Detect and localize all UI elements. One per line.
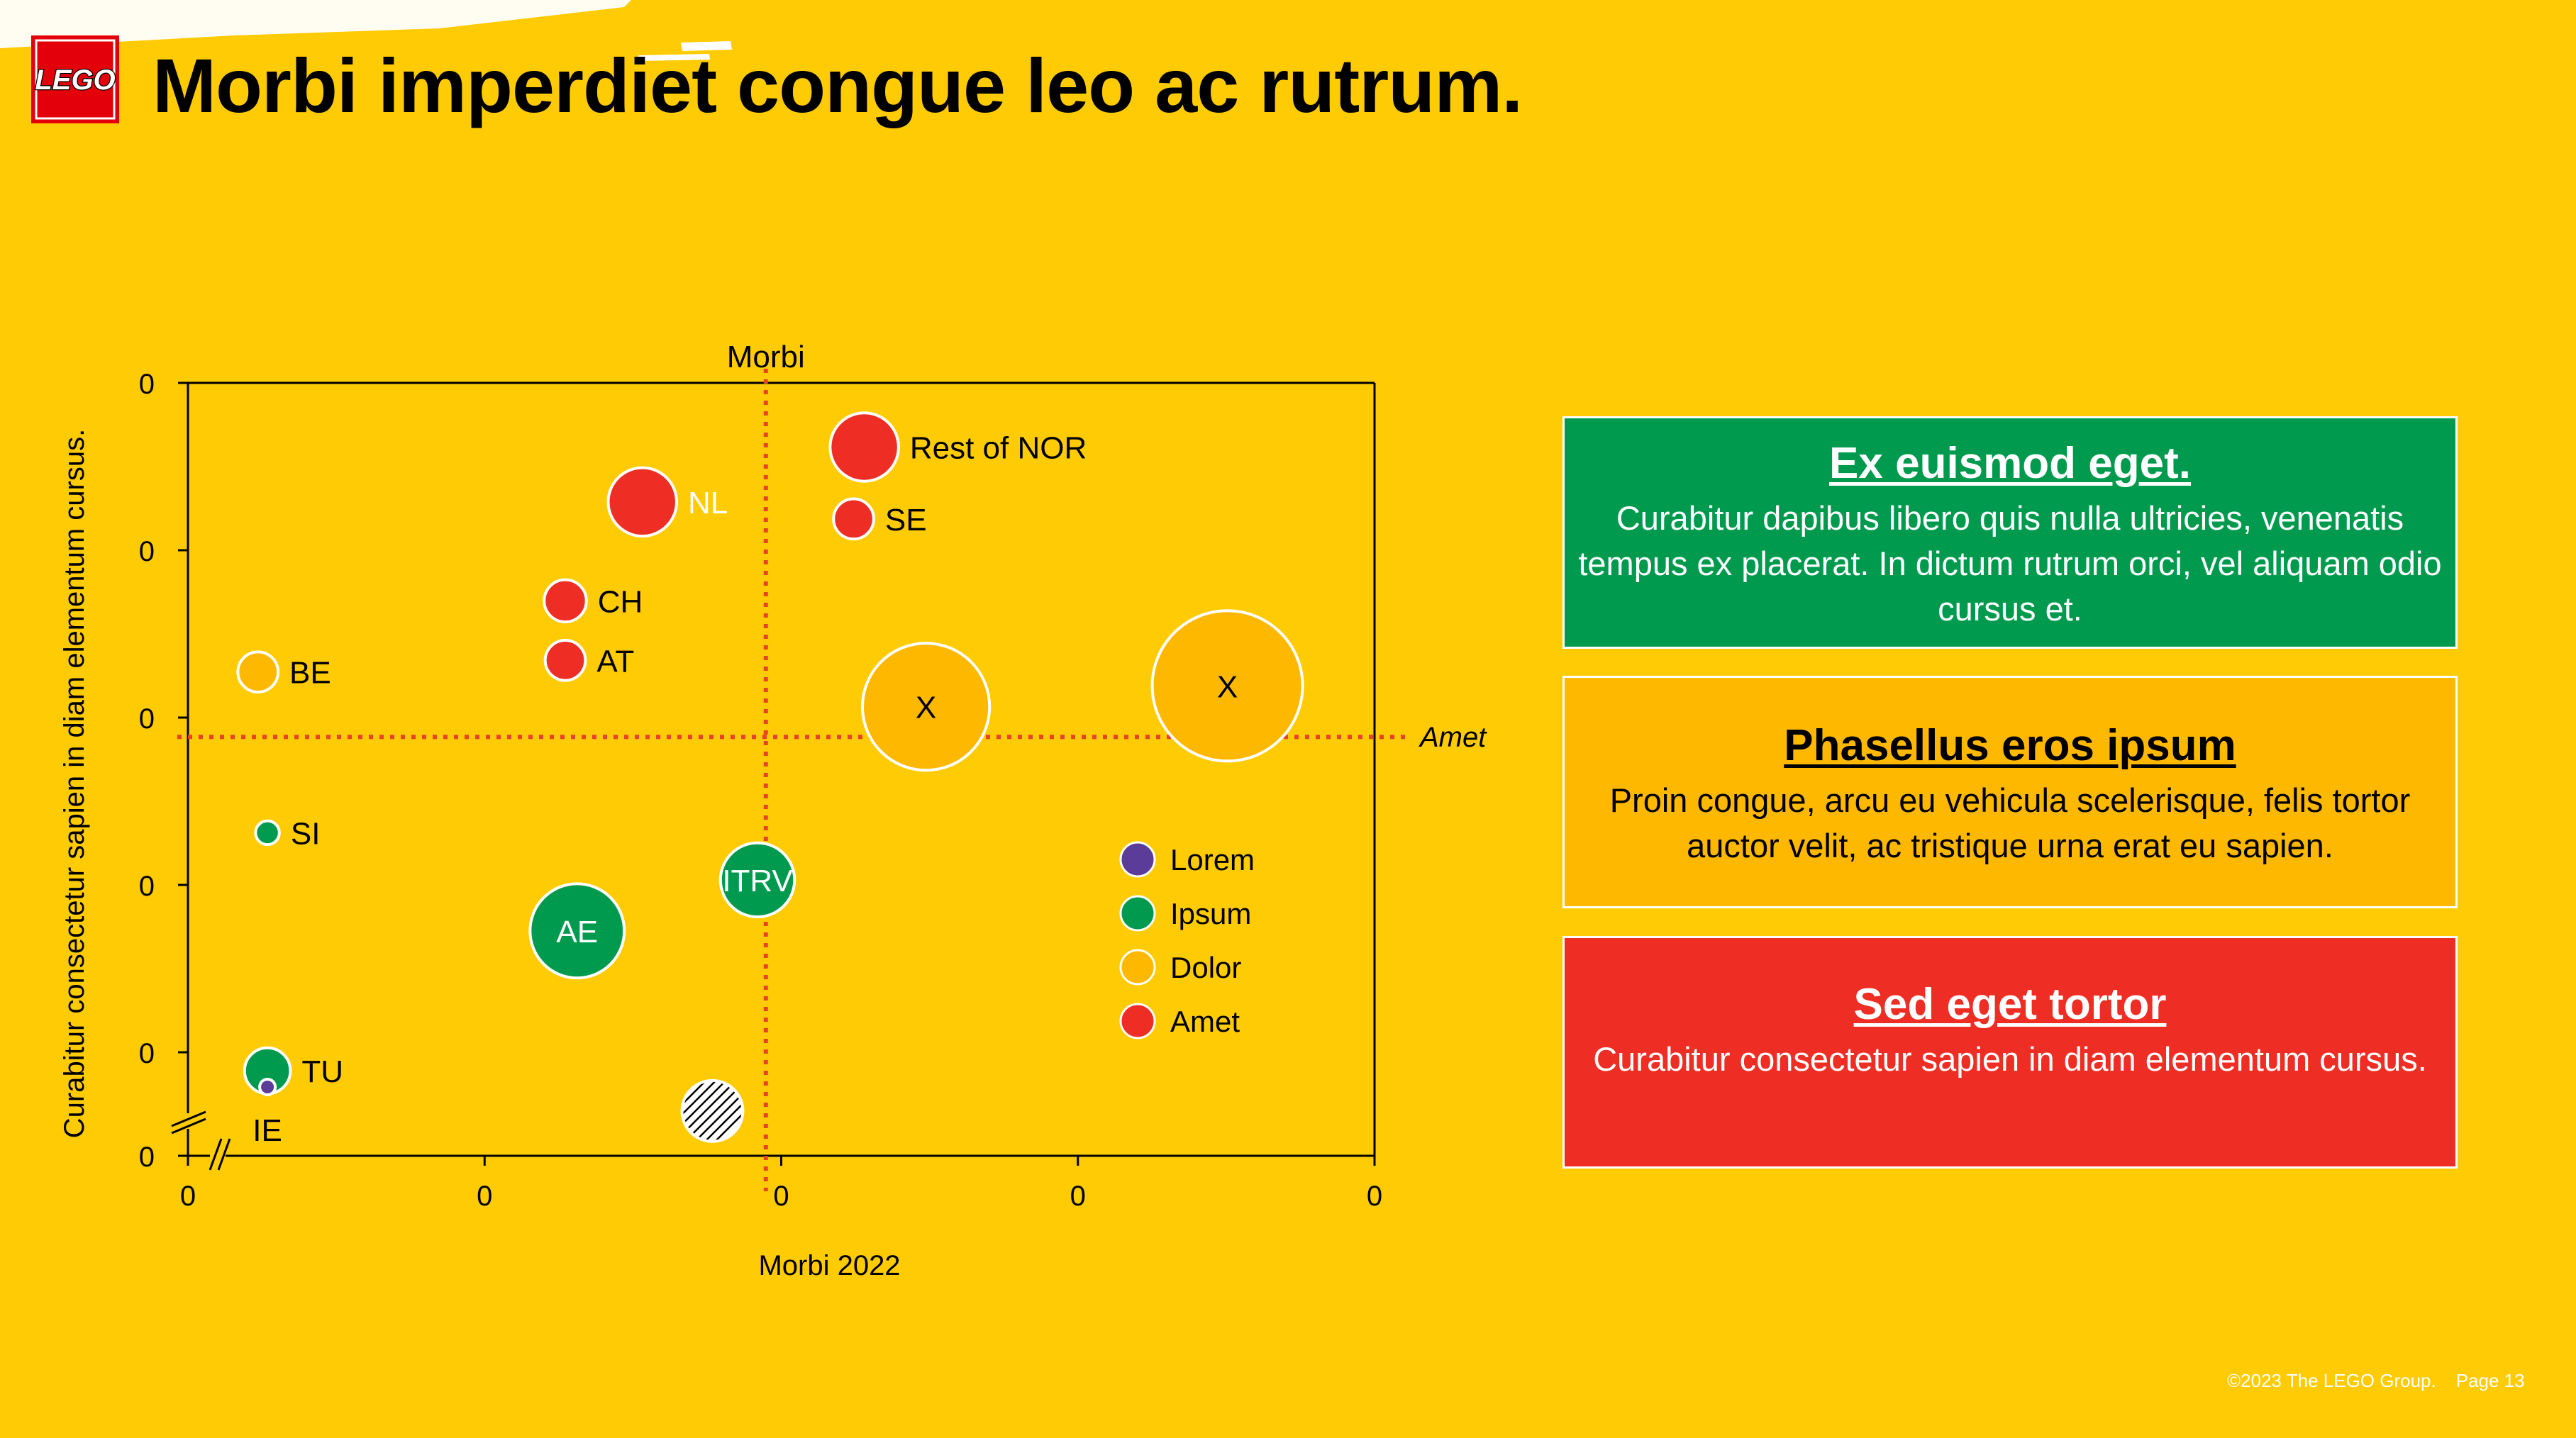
- callout-box-red: Sed eget tortor Curabitur consectetur sa…: [1562, 936, 2458, 1169]
- copyright-text: ©2023 The LEGO Group.: [2227, 1370, 2436, 1391]
- y-break-mark: [171, 1110, 206, 1127]
- y-tick-label: 0: [139, 703, 155, 735]
- x-tick-label: 0: [180, 1181, 196, 1212]
- bubble-label: SE: [885, 503, 927, 537]
- x-axis-title: Morbi 2022: [758, 1250, 900, 1281]
- header-decoration: [0, 0, 732, 61]
- bubble-label: AT: [596, 644, 634, 679]
- bubble: [828, 411, 900, 483]
- page-title: Morbi imperdiet congue leo ac rutrum.: [152, 43, 1523, 128]
- legend-label: Lorem: [1170, 843, 1255, 876]
- callout-box-green: Ex euismod eget. Curabitur dapibus liber…: [1562, 416, 2458, 649]
- bubble-label: AE: [556, 915, 598, 949]
- bubble-label: CH: [598, 584, 643, 619]
- bubble-label: X: [916, 691, 936, 725]
- bubble: [861, 642, 992, 772]
- callout-text: Curabitur dapibus libero quis nulla ultr…: [1578, 499, 2442, 628]
- bubble: [1150, 609, 1304, 763]
- y-tick-label: 0: [139, 1142, 155, 1173]
- bubble: [254, 819, 281, 847]
- bubble: [528, 882, 626, 980]
- callout-text: Curabitur consectetur sapien in diam ele…: [1593, 1040, 2427, 1078]
- lego-logo: LEGO: [31, 35, 119, 123]
- y-break-gap: [170, 1113, 206, 1129]
- callout-title: Sed eget tortor: [1853, 980, 2167, 1029]
- bubble: [718, 841, 796, 919]
- x-tick-label: 0: [773, 1181, 789, 1212]
- svg-text:LEGO: LEGO: [35, 65, 115, 96]
- callout-text: Proin congue, arcu eu vehicula scelerisq…: [1609, 781, 2411, 864]
- footer: ©2023 The LEGO Group. Page 13: [2227, 1370, 2545, 1392]
- y-tick-label: 0: [139, 536, 155, 567]
- x-tick-label: 0: [1367, 1181, 1382, 1212]
- bubble-label: ITRV: [722, 864, 793, 898]
- callout-title: Ex euismod eget.: [1829, 439, 2191, 488]
- legend-marker: [1119, 895, 1156, 932]
- legend-marker: [1119, 841, 1156, 878]
- x-tick-label: 0: [1070, 1181, 1086, 1212]
- bubble: [606, 466, 679, 538]
- x-break-mark: [217, 1138, 231, 1171]
- horizontal-reference-label: Amet: [1419, 722, 1487, 753]
- callout-title: Phasellus eros ipsum: [1784, 721, 2236, 770]
- bubble: [236, 650, 280, 693]
- y-axis-title: Curabitur consectetur sapien in diam ele…: [59, 429, 90, 1138]
- legend-label: Ipsum: [1170, 897, 1251, 930]
- bubble: [258, 1077, 277, 1096]
- legend-marker: [1119, 1003, 1156, 1040]
- bubble-label: TU: [301, 1054, 343, 1089]
- bubble-label: NL: [688, 486, 728, 520]
- bubble: [543, 638, 587, 682]
- legend-label: Amet: [1170, 1005, 1240, 1038]
- y-tick-label: 0: [139, 871, 155, 902]
- y-tick-label: 0: [139, 369, 155, 400]
- bubble: [680, 1078, 745, 1143]
- bubble-label: IE: [252, 1113, 282, 1148]
- page-number: Page 13: [2455, 1370, 2525, 1391]
- bubble: [543, 578, 588, 624]
- x-break-mark: [209, 1138, 223, 1171]
- bubble-label: X: [1217, 669, 1238, 704]
- callout-box-orange: Phasellus eros ipsum Proin congue, arcu …: [1562, 676, 2458, 908]
- y-tick-label: 0: [139, 1038, 155, 1069]
- bubble: [832, 497, 875, 541]
- bubble-label: BE: [289, 656, 331, 691]
- vertical-reference-label: Morbi: [727, 340, 805, 374]
- legend-label: Dolor: [1170, 951, 1241, 984]
- y-break-mark: [171, 1117, 206, 1135]
- bubble-label: SI: [291, 816, 321, 851]
- bubble-label: Rest of NOR: [910, 430, 1087, 465]
- legend-marker: [1119, 949, 1156, 986]
- x-tick-label: 0: [477, 1181, 492, 1212]
